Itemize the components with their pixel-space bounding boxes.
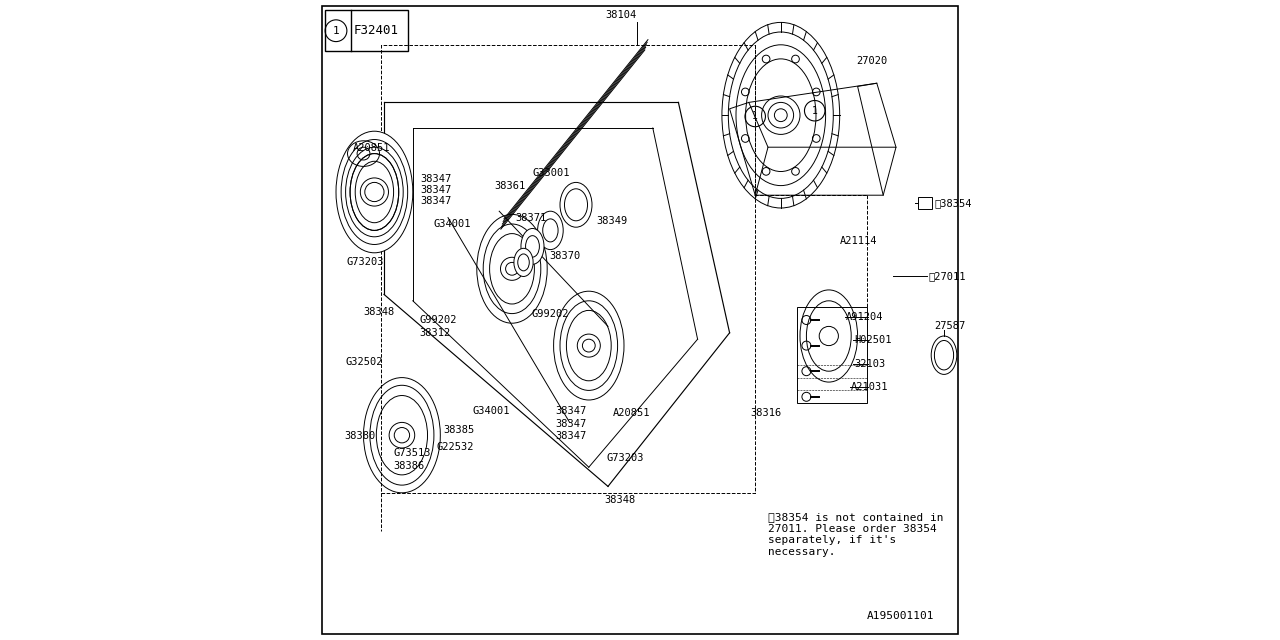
Text: G33001: G33001 <box>532 168 570 178</box>
Text: 38348: 38348 <box>364 307 394 317</box>
Bar <box>325 10 408 51</box>
Ellipse shape <box>561 182 591 227</box>
Text: 27587: 27587 <box>934 321 965 332</box>
Text: 38347: 38347 <box>556 406 586 416</box>
Text: G99202: G99202 <box>531 308 568 319</box>
Text: 38386: 38386 <box>394 461 425 471</box>
Text: 38347: 38347 <box>556 419 586 429</box>
Ellipse shape <box>335 131 412 253</box>
Text: 38348: 38348 <box>604 495 636 506</box>
Text: 38316: 38316 <box>750 408 781 418</box>
Text: 38104: 38104 <box>605 10 636 20</box>
Text: 38370: 38370 <box>549 251 580 261</box>
Ellipse shape <box>513 248 534 276</box>
Text: 1: 1 <box>333 26 339 36</box>
Text: H02501: H02501 <box>855 335 892 346</box>
Text: 38347: 38347 <box>420 174 452 184</box>
Text: 38347: 38347 <box>556 431 586 442</box>
Text: G73203: G73203 <box>347 257 384 268</box>
Text: A21031: A21031 <box>851 381 888 392</box>
Text: 27020: 27020 <box>856 56 887 66</box>
Text: 38380: 38380 <box>344 431 375 442</box>
Text: F32401: F32401 <box>353 24 398 37</box>
Text: G73203: G73203 <box>607 452 644 463</box>
Text: A91204: A91204 <box>846 312 883 322</box>
Text: 1: 1 <box>812 106 818 116</box>
Circle shape <box>361 178 389 206</box>
Text: A20851: A20851 <box>613 408 650 418</box>
Text: 32103: 32103 <box>855 358 886 369</box>
Text: A195001101: A195001101 <box>867 611 934 621</box>
Text: A20851: A20851 <box>353 143 390 154</box>
Ellipse shape <box>521 228 544 264</box>
Text: 38312: 38312 <box>420 328 451 338</box>
Ellipse shape <box>538 211 563 250</box>
Text: G34001: G34001 <box>434 219 471 229</box>
Circle shape <box>577 334 600 357</box>
Text: 38349: 38349 <box>596 216 627 226</box>
Circle shape <box>389 422 415 448</box>
Text: ※38354: ※38354 <box>934 198 972 208</box>
Text: 38361: 38361 <box>494 180 525 191</box>
Text: G34001: G34001 <box>472 406 509 416</box>
Text: G32502: G32502 <box>346 356 383 367</box>
Circle shape <box>500 257 524 280</box>
Text: G22532: G22532 <box>436 442 474 452</box>
Bar <box>796 307 868 403</box>
Text: 38385: 38385 <box>443 425 474 435</box>
Text: 38347: 38347 <box>420 185 452 195</box>
Bar <box>919 197 933 209</box>
Text: ※27011: ※27011 <box>928 271 965 282</box>
Text: 38347: 38347 <box>420 196 452 206</box>
Text: G99202: G99202 <box>420 315 457 325</box>
Text: ※38354 is not contained in
27011. Please order 38354
separately, if it's
necessa: ※38354 is not contained in 27011. Please… <box>768 512 943 557</box>
Text: 38371: 38371 <box>516 212 547 223</box>
Text: G73513: G73513 <box>394 448 431 458</box>
Text: A21114: A21114 <box>840 236 877 246</box>
Text: 1: 1 <box>753 111 758 122</box>
